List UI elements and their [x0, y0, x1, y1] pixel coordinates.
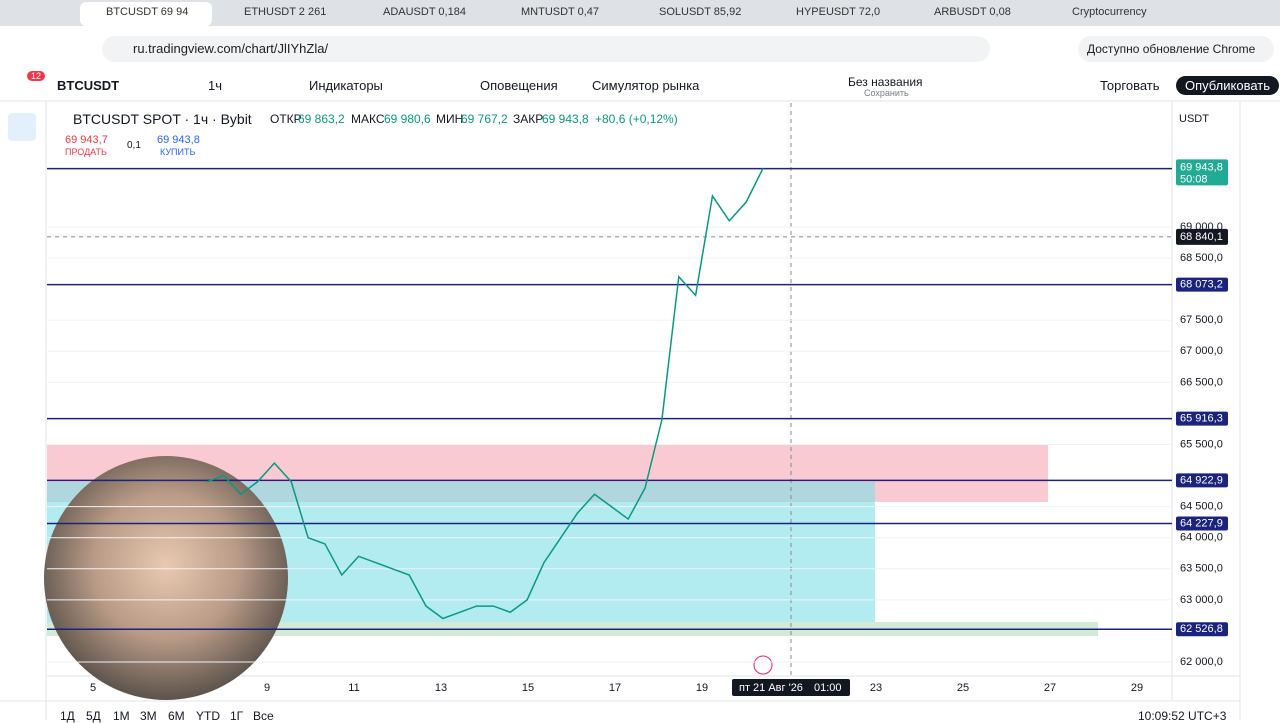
- x-tick-label: 9: [264, 682, 270, 694]
- level-label: 64 227,9: [1180, 517, 1223, 529]
- layout-name[interactable]: Без названия: [848, 75, 923, 89]
- event-icon: [753, 655, 773, 675]
- replay[interactable]: Симулятор рынка: [592, 78, 700, 93]
- trade-button[interactable]: Торговать: [1100, 78, 1160, 93]
- x-tick-label: 19: [696, 682, 708, 694]
- y-tick-label: 66 500,0: [1180, 376, 1223, 388]
- last-price: 69 943,8: [1180, 161, 1223, 173]
- x-tick-label: 15: [522, 682, 534, 694]
- interval[interactable]: 1ч: [208, 78, 223, 93]
- level-tag: [1176, 411, 1228, 426]
- x-tick-label: 5: [90, 682, 96, 694]
- legend-close-label: ЗАКР: [513, 112, 544, 126]
- range-button[interactable]: 5Д: [86, 709, 101, 723]
- tab[interactable]: MNTUSDT 0,47: [521, 6, 600, 18]
- x-tick-label: 23: [870, 682, 882, 694]
- legend-close: 69 943,8: [542, 112, 589, 126]
- tab[interactable]: HYPEUSDT 72,0: [796, 6, 881, 18]
- x-tick-label: 25: [957, 682, 969, 694]
- buy-price[interactable]: 69 943,8: [157, 134, 200, 146]
- update-pill: [1078, 36, 1274, 62]
- cross-time: 01:00: [814, 682, 842, 694]
- address-bar: [102, 36, 990, 62]
- sell-button[interactable]: ПРОДАТЬ: [65, 147, 107, 157]
- legend-change: +80,6 (+0,12%): [595, 112, 678, 126]
- countdown: 50:08: [1180, 173, 1208, 185]
- tab[interactable]: ETHUSDT 2 261: [244, 6, 327, 18]
- y-tick-label: 63 000,0: [1180, 594, 1223, 606]
- clock: 10:09:52 UTC+3: [1138, 709, 1227, 723]
- level-tag: [1176, 622, 1228, 637]
- level-label: 64 922,9: [1180, 474, 1223, 486]
- badge: 12: [27, 71, 46, 81]
- crosshair-tag: [1176, 228, 1228, 245]
- update-button[interactable]: Доступно обновление Chrome: [1087, 42, 1256, 56]
- x-tick-label: 13: [435, 682, 447, 694]
- y-tick-label: 64 000,0: [1180, 532, 1223, 544]
- range-button[interactable]: YTD: [196, 709, 220, 723]
- cross-date-tag: [732, 679, 850, 696]
- url[interactable]: ru.tradingview.com/chart/JlIYhZla/: [133, 41, 329, 56]
- tab[interactable]: ADAUSDT 0,184: [383, 6, 466, 18]
- level-tag: [1176, 473, 1228, 488]
- x-tick-label: 29: [1131, 682, 1143, 694]
- y-tick-label: 63 500,0: [1180, 563, 1223, 575]
- spread: 0,1: [127, 140, 141, 151]
- last-price-tag: [1176, 159, 1228, 186]
- legend-low-label: МИН: [436, 112, 464, 126]
- range-button[interactable]: 1Д: [60, 709, 75, 723]
- legend-open: 69 863,2: [298, 112, 345, 126]
- y-tick-label: 62 000,0: [1180, 656, 1223, 668]
- legend-title: BTCUSDT SPOT · 1ч · Bybit: [73, 111, 252, 127]
- x-tick-label: 27: [1044, 682, 1056, 694]
- currency[interactable]: USDT: [1179, 113, 1209, 125]
- tab[interactable]: BTCUSDT 69 94: [106, 6, 189, 18]
- active-tab: [80, 2, 212, 26]
- y-tick-label: 68 500,0: [1180, 252, 1223, 264]
- buy-button[interactable]: КУПИТЬ: [160, 147, 196, 157]
- alerts[interactable]: Оповещения: [480, 78, 558, 93]
- tab-bar: [0, 0, 1280, 26]
- x-tick-label: 17: [609, 682, 621, 694]
- y-tick-label: 64 500,0: [1180, 501, 1223, 513]
- legend-high-label: МАКС: [351, 112, 385, 126]
- publish-button[interactable]: Опубликовать: [1176, 76, 1280, 95]
- level-tag: [1176, 277, 1228, 292]
- range-button[interactable]: 1Г: [230, 709, 244, 723]
- y-tick-label: 67 000,0: [1180, 345, 1223, 357]
- legend-open-label: ОТКР: [270, 112, 302, 126]
- save: Сохранить: [864, 88, 909, 98]
- range-button[interactable]: 6М: [168, 709, 185, 723]
- range-button[interactable]: 3М: [140, 709, 157, 723]
- tab[interactable]: SOLUSDT 85,92: [659, 6, 742, 18]
- indicators[interactable]: Индикаторы: [309, 78, 383, 93]
- level-label: 65 916,3: [1180, 413, 1223, 425]
- level-label: 68 073,2: [1180, 278, 1223, 290]
- y-tick-label: 65 500,0: [1180, 438, 1223, 450]
- range-button[interactable]: Все: [253, 709, 274, 723]
- webcam: [44, 456, 288, 700]
- legend-low: 69 767,2: [461, 112, 508, 126]
- tab[interactable]: ARBUSDT 0,08: [934, 6, 1011, 18]
- range-button[interactable]: 1М: [113, 709, 130, 723]
- tab[interactable]: Cryptocurrency: [1072, 6, 1147, 18]
- cross-date: пт 21 Авг '26: [739, 682, 803, 694]
- y-tick-label: 67 500,0: [1180, 314, 1223, 326]
- x-tick-label: 11: [348, 682, 359, 694]
- level-tag: [1176, 516, 1228, 531]
- sell-price[interactable]: 69 943,7: [65, 134, 108, 146]
- level-label: 62 526,8: [1180, 623, 1223, 635]
- legend-high: 69 980,6: [384, 112, 431, 126]
- tool-active: [8, 113, 36, 141]
- symbol[interactable]: BTCUSDT: [57, 78, 120, 93]
- crosshair-price: 68 840,1: [1180, 231, 1223, 243]
- price-line: [206, 168, 764, 620]
